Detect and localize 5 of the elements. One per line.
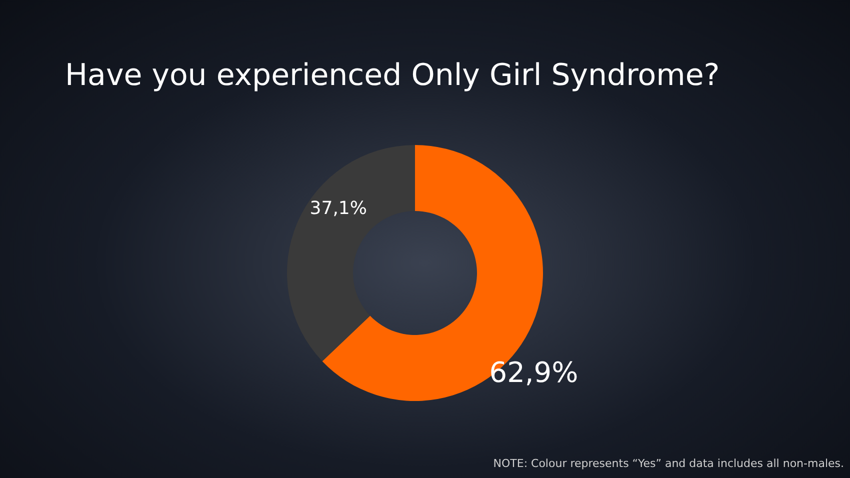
data-label: 37,1% [310,198,367,220]
donut-slice [287,145,415,362]
data-label: 62,9% [489,356,578,390]
chart-title: Have you experienced Only Girl Syndrome? [65,58,720,93]
text: NOTE: Colour represents “Yes” and data includes all non-males. [493,457,844,470]
